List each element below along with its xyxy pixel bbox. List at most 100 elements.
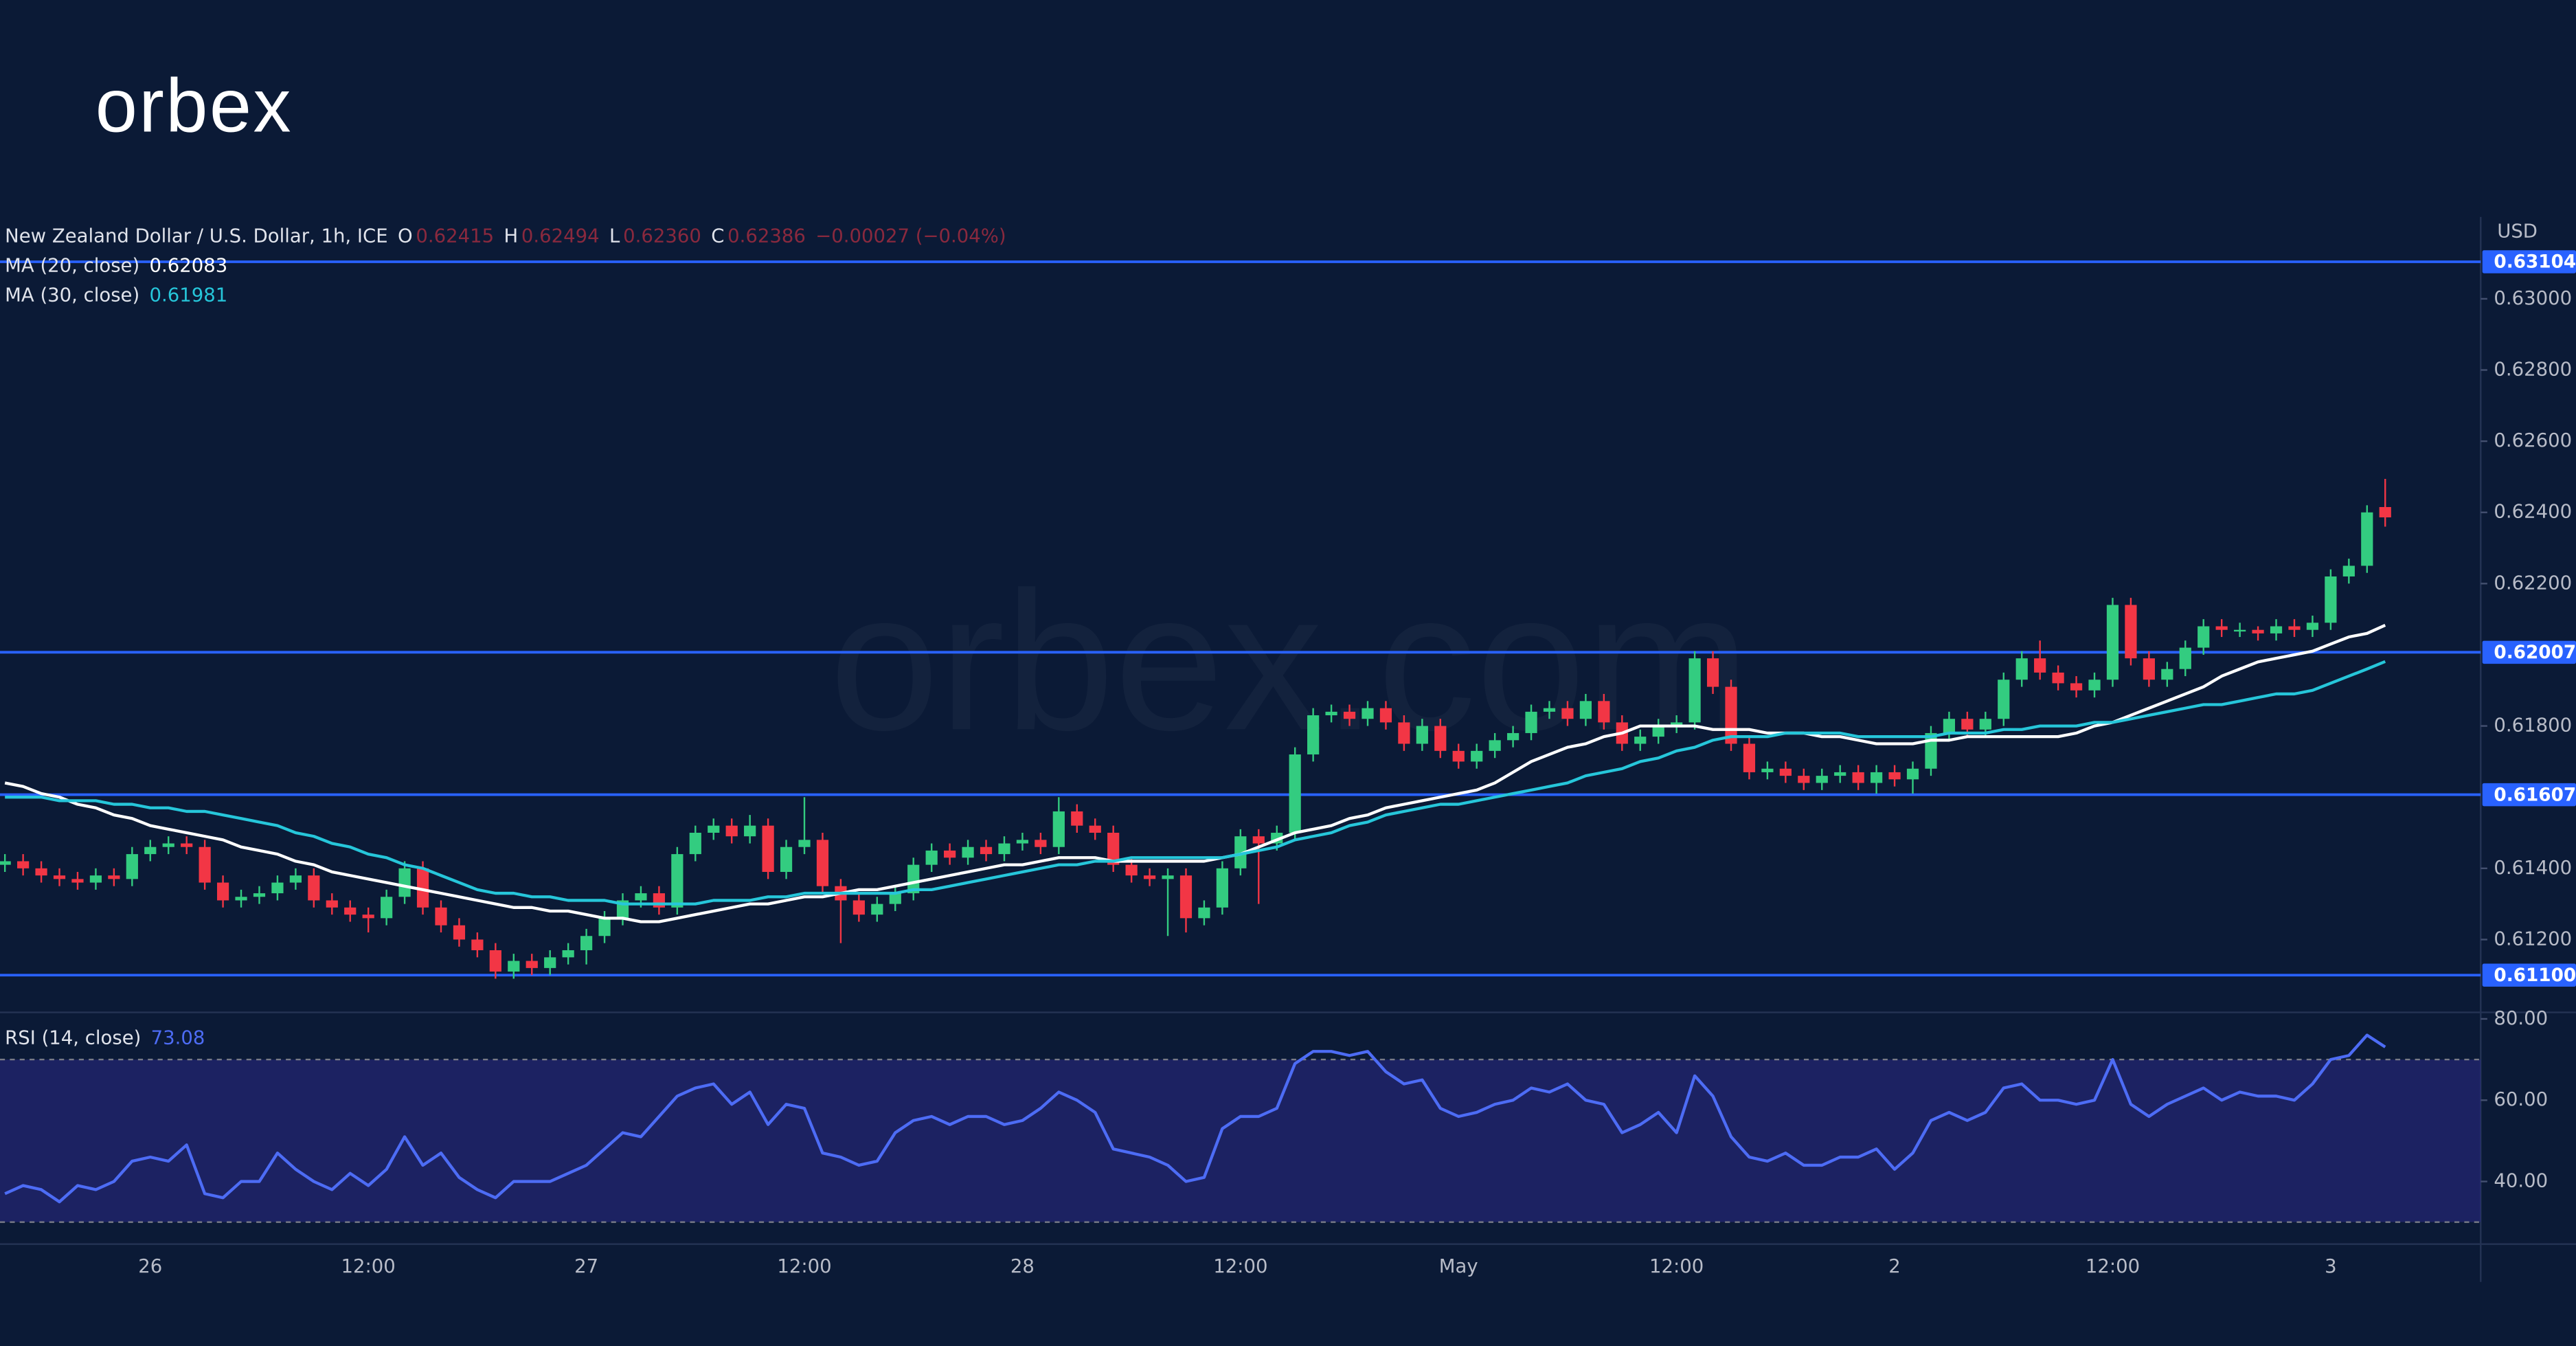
candle-body [289, 875, 302, 883]
candle-body [489, 950, 501, 972]
y-tick-label: 0.61400 [2494, 857, 2572, 879]
candle-body [2179, 647, 2191, 669]
candle-body [453, 925, 466, 940]
candle-body [544, 957, 556, 968]
candle-body [2052, 672, 2064, 684]
candle-body [1598, 701, 1610, 723]
candle-body [1452, 750, 1465, 762]
candle-body [980, 846, 993, 855]
candle-body [2034, 658, 2046, 673]
level-label: 0.61607 [2494, 785, 2576, 805]
candle-body [416, 868, 429, 908]
candle-body [1979, 719, 1991, 730]
candle-body [1852, 772, 1864, 783]
candle-body [1325, 711, 1337, 716]
candle-body [2106, 605, 2119, 680]
legend-value: 0.62083 [150, 254, 228, 276]
y-tick-label: 0.62200 [2494, 572, 2572, 594]
candle-body [1052, 811, 1065, 847]
candle-body [1998, 680, 2010, 719]
ohlc-key: C [711, 225, 724, 247]
candle-body [271, 882, 284, 894]
y-tick-label: 0.62800 [2494, 359, 2572, 381]
candle-body [308, 875, 320, 901]
candle-body [744, 825, 756, 837]
x-tick-label: 12:00 [2086, 1255, 2140, 1277]
x-tick-label: May [1439, 1255, 1478, 1277]
candle-body [435, 907, 447, 926]
candle-body [1379, 708, 1392, 723]
logo: orbex [95, 64, 293, 148]
y-tick-label: 40.00 [2494, 1170, 2548, 1192]
candle-body [1506, 732, 1519, 741]
candle-body [598, 918, 611, 936]
x-tick-label: 12:00 [777, 1255, 831, 1277]
candle-body [580, 936, 593, 950]
candle-body [1234, 836, 1247, 868]
candle-body [1871, 772, 1883, 783]
candle-body [253, 893, 266, 897]
candle-body [1943, 719, 1956, 733]
y-tick-label: 0.62600 [2494, 429, 2572, 451]
x-tick-label: 12:00 [341, 1255, 396, 1277]
candle-body [1398, 722, 1410, 744]
candle-body [562, 950, 574, 958]
y-tick-label: 0.62400 [2494, 501, 2572, 523]
legend-row: MA (20, close) 0.62083 [5, 254, 227, 276]
candle-body [2288, 626, 2301, 630]
candle-body [1906, 768, 1919, 780]
x-tick-label: 28 [1010, 1255, 1035, 1277]
candle-body [2342, 565, 2355, 576]
candle-body [1925, 732, 1937, 769]
candle-body [2306, 622, 2319, 630]
candle-body [1434, 726, 1447, 751]
x-tick-label: 26 [138, 1255, 162, 1277]
candle-body [889, 893, 901, 904]
candle-body [798, 840, 811, 847]
ohlc-value: 0.62494 [521, 225, 600, 247]
series-line [5, 660, 2386, 906]
legend-value: 73.08 [151, 1027, 205, 1049]
y-tick-label: 60.00 [2494, 1088, 2548, 1110]
candle-body [1016, 840, 1029, 844]
candle-body [1634, 737, 1647, 744]
candle-body [17, 861, 30, 868]
candle-body [1416, 726, 1428, 744]
candle-body [1252, 836, 1265, 844]
ohlc-value: 0.62360 [623, 225, 701, 247]
x-tick-label: 12:00 [1213, 1255, 1267, 1277]
legend-value: 0.61981 [150, 284, 228, 306]
legend-name: MA (30, close) [5, 284, 139, 306]
candle-body [1834, 772, 1846, 776]
candle-body [181, 843, 193, 847]
candle-body [1107, 833, 1120, 865]
level-label-box [2482, 250, 2576, 273]
candle-body [1216, 868, 1228, 908]
ohlc-key: O [398, 225, 413, 247]
candle-body [2125, 605, 2137, 659]
level-label-box [2482, 963, 2576, 987]
candle-body [708, 825, 720, 833]
ohlc-value: 0.62415 [416, 225, 494, 247]
candle-body [2015, 658, 2028, 680]
candle-body [780, 846, 793, 872]
legend-row: MA (30, close) 0.61981 [5, 284, 227, 306]
candle-body [852, 900, 865, 915]
candle-body [2234, 629, 2246, 632]
candle-body [1125, 864, 1138, 876]
candle-body [235, 897, 247, 901]
candle-body [1343, 711, 1356, 719]
candle-body [2088, 680, 2101, 691]
candle-body [1961, 719, 1974, 730]
candle-body [2252, 629, 2264, 633]
candle-body [1888, 772, 1901, 780]
candle-body [1489, 740, 1501, 751]
candle-body [1671, 722, 1683, 726]
candle-body [1143, 875, 1156, 879]
ohlc-value: 0.62386 [727, 225, 806, 247]
y-tick-label: 80.00 [2494, 1007, 2548, 1029]
candle-body [2379, 506, 2391, 517]
rsi-band [0, 1059, 2481, 1222]
candle-body [689, 833, 701, 855]
x-tick-label: 3 [2325, 1255, 2336, 1277]
